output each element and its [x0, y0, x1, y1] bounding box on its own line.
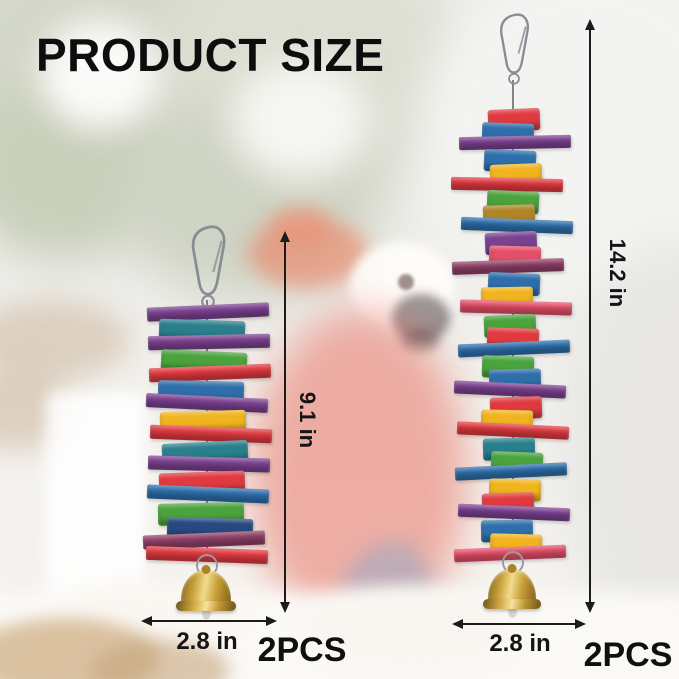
carabiner-clip-icon — [500, 13, 530, 85]
background-foliage-blur — [0, 80, 160, 260]
page-title: PRODUCT SIZE — [36, 29, 385, 81]
width-label-small-toy: 2.8 in — [176, 628, 238, 655]
wood-block — [166, 516, 254, 541]
hanging-wire — [512, 80, 514, 556]
wood-slat — [451, 257, 565, 275]
wood-block — [157, 380, 245, 404]
parrot-beak-blur — [392, 294, 450, 342]
wood-slat — [454, 462, 568, 481]
bell-icon — [483, 569, 541, 609]
wood-block — [488, 368, 542, 392]
arrowhead-down-icon — [585, 602, 595, 613]
wood-block — [486, 189, 540, 215]
width-label-large-toy: 2.8 in — [489, 630, 551, 657]
wood-slat — [142, 530, 266, 550]
wood-slat — [457, 503, 571, 522]
wood-slat — [450, 176, 564, 192]
wood-block — [483, 313, 537, 338]
background-roof-blur — [0, 300, 130, 380]
quantity-label-large-toy: 2PCS — [583, 636, 673, 674]
arrowhead-up-icon — [585, 19, 595, 30]
wood-block — [483, 148, 537, 174]
wood-block — [488, 245, 542, 269]
wood-block — [158, 318, 246, 344]
wood-slat — [146, 484, 270, 504]
width-arrow-large-toy — [452, 619, 586, 629]
carabiner-clip-icon — [191, 225, 226, 309]
bell-ring-icon — [502, 551, 524, 574]
wood-block — [488, 478, 542, 502]
parrot-crown-blur — [270, 205, 330, 245]
width-arrow-small-toy — [141, 616, 277, 626]
quantity-label-small-toy: 2PCS — [257, 631, 347, 669]
background-roof-blur — [0, 370, 70, 450]
wood-block — [484, 231, 538, 256]
wood-slat — [458, 135, 572, 151]
arrowhead-right-icon — [266, 616, 277, 626]
wood-slat — [148, 363, 272, 383]
arrowhead-up-icon — [280, 231, 290, 242]
wood-block — [487, 272, 541, 297]
foreground-branch-blur — [0, 618, 160, 679]
height-label-large-toy: 14.2 in — [605, 238, 630, 308]
parrot-eye — [398, 274, 414, 290]
wood-block — [481, 491, 535, 516]
wood-slat — [457, 339, 571, 358]
wood-block — [158, 470, 246, 496]
wood-slat — [146, 302, 270, 322]
parrot-face-blur — [350, 242, 455, 330]
wood-slat — [453, 380, 567, 399]
wood-block — [161, 439, 249, 466]
background-window-blur — [46, 392, 146, 637]
height-label-small-toy: 9.1 in — [295, 391, 320, 449]
bell-ring-icon — [196, 554, 218, 577]
arrowhead-left-icon — [452, 619, 463, 629]
wood-block — [159, 410, 247, 435]
wood-slat — [145, 546, 269, 565]
wood-block — [489, 162, 543, 187]
wood-slat — [456, 421, 570, 440]
wood-block — [480, 519, 534, 543]
height-arrow-large-toy — [585, 19, 595, 613]
wood-block — [487, 107, 541, 133]
height-arrow-small-toy — [280, 231, 290, 613]
wood-block — [481, 354, 535, 379]
wood-block — [490, 450, 544, 475]
arrowhead-left-icon — [141, 616, 152, 626]
wood-block — [489, 532, 543, 557]
wood-slat — [147, 455, 271, 473]
wood-block — [482, 204, 536, 228]
wood-block — [481, 121, 535, 146]
wood-block — [480, 286, 534, 310]
wood-block — [480, 409, 534, 433]
arrowhead-right-icon — [575, 619, 586, 629]
wood-block — [160, 348, 248, 375]
wood-slat — [149, 424, 273, 443]
wood-slat — [145, 393, 269, 414]
bell-icon — [176, 570, 236, 611]
wood-slat — [459, 299, 573, 316]
background-foliage-blur — [120, 100, 380, 300]
arrowhead-down-icon — [280, 602, 290, 613]
parrot-beak-blur — [400, 330, 440, 352]
bell-clapper — [203, 606, 210, 618]
bell-clapper — [509, 604, 516, 616]
wood-slat — [460, 216, 574, 234]
wood-block — [489, 395, 543, 420]
parrot-crown-blur — [248, 218, 368, 288]
hanging-wire — [206, 300, 208, 560]
wood-slat — [147, 334, 271, 351]
background-cloud-blur — [420, 0, 679, 300]
wood-block — [486, 327, 540, 352]
wood-block — [482, 437, 536, 461]
wood-block — [157, 501, 245, 526]
wood-slat — [453, 545, 567, 563]
